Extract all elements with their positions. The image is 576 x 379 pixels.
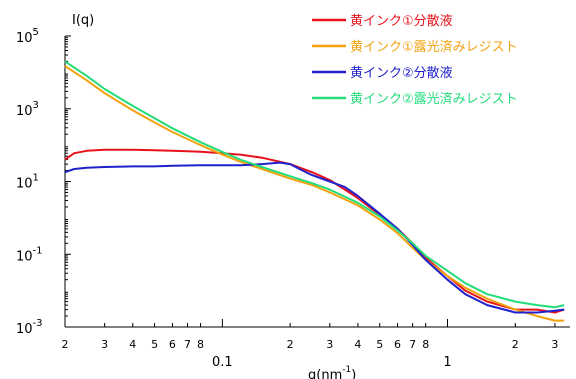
- y-tick-base: 10: [16, 104, 33, 119]
- y-tick-label: 10-1: [16, 245, 43, 264]
- y-tick-base: 10: [16, 249, 33, 264]
- series-line-1: [64, 148, 565, 314]
- x-minor-tick-label: 4: [354, 338, 361, 351]
- x-ticks: 2 3 4 5 6 7 8 2 3 4 5 6 7 8 2 30.1 1: [62, 319, 558, 370]
- legend-label-2: 黄インク①露光済みレジスト: [350, 39, 518, 55]
- y-tick-label: 101: [16, 173, 39, 192]
- y-tick-exponent: 1: [33, 173, 39, 184]
- axes: [64, 36, 570, 328]
- x-minor-tick-label: 5: [151, 338, 158, 351]
- series-line-3: [64, 161, 565, 314]
- x-axis-label: q(nm-1): [308, 365, 356, 379]
- x-minor-tick-label: 2: [287, 338, 294, 351]
- legend-label-4: 黄インク②露光済みレジスト: [350, 91, 518, 107]
- x-minor-tick-label: 5: [376, 338, 383, 351]
- x-minor-tick-label: 7: [409, 338, 416, 351]
- x-axis-label-main: q(nm: [308, 368, 342, 379]
- y-tick-label: 103: [16, 100, 39, 119]
- x-minor-tick-label: 2: [62, 338, 69, 351]
- series-line-2: [64, 65, 565, 322]
- x-minor-tick-label: 6: [394, 338, 401, 351]
- x-minor-tick-label: 3: [551, 338, 558, 351]
- x-major-tick-label: 0.1: [212, 355, 233, 370]
- x-axis-label-sup: -1: [342, 365, 351, 375]
- y-tick-exponent: -3: [33, 318, 43, 329]
- legend-label-3: 黄インク②分散液: [350, 66, 453, 81]
- y-tick-label: 105: [16, 27, 39, 46]
- y-tick-exponent: 5: [33, 27, 39, 38]
- y-tick-base: 10: [16, 322, 33, 337]
- x-minor-tick-label: 4: [129, 338, 136, 351]
- y-tick-exponent: 3: [33, 100, 39, 111]
- x-minor-tick-label: 8: [422, 338, 429, 351]
- series-layer: [64, 60, 565, 322]
- x-axis-label-tail: ): [351, 368, 356, 379]
- legend: 黄インク①分散液黄インク①露光済みレジスト黄インク②分散液黄インク②露光済みレジ…: [312, 14, 518, 107]
- legend-label-1: 黄インク①分散液: [350, 14, 453, 29]
- x-minor-tick-label: 3: [101, 338, 108, 351]
- y-tick-base: 10: [16, 177, 33, 192]
- series-line-4: [64, 60, 565, 309]
- y-tick-label: 10-3: [16, 318, 43, 337]
- y-tick-base: 10: [16, 31, 33, 46]
- x-major-tick-label: 1: [443, 355, 451, 370]
- x-minor-tick-label: 7: [184, 338, 191, 351]
- x-minor-tick-label: 8: [197, 338, 204, 351]
- x-minor-tick-label: 3: [326, 338, 333, 351]
- x-minor-tick-label: 6: [169, 338, 176, 351]
- x-minor-tick-label: 2: [512, 338, 519, 351]
- y-axis-label: I(q): [72, 13, 94, 28]
- y-tick-exponent: -1: [33, 245, 43, 256]
